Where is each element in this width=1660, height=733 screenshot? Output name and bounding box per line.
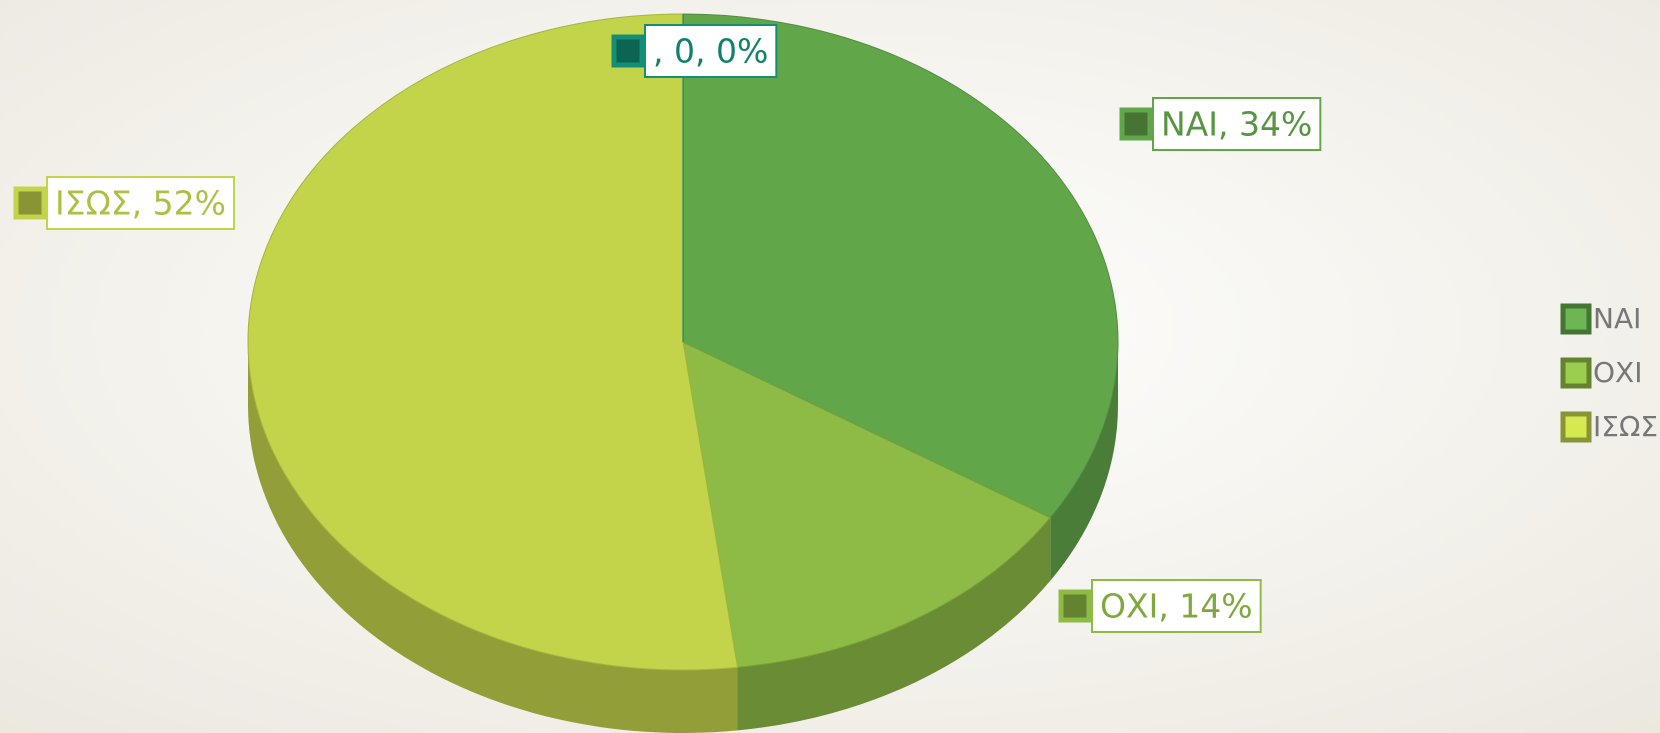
data-labels: ΝΑΙ, 34% ΟΧΙ, 14% ΙΣΩΣ, 52% , 0, 0%	[13, 24, 1322, 633]
label-key	[1058, 589, 1092, 623]
pie-tops	[247, 13, 1119, 671]
label-box	[644, 24, 778, 78]
legend-key	[1560, 357, 1592, 389]
pie-slice	[682, 341, 1052, 668]
legend-label: ΝΑΙ	[1593, 302, 1641, 335]
legend: ΝΑΙ ΟΧΙ ΙΣΩΣ	[1560, 302, 1658, 443]
label-box	[1152, 97, 1322, 151]
pie-side	[248, 342, 738, 733]
label-key	[13, 186, 47, 220]
label-text: ΝΑΙ, 34%	[1161, 105, 1312, 144]
legend-label: ΟΧΙ	[1593, 356, 1642, 389]
label-box	[1091, 579, 1262, 633]
legend-key	[1560, 303, 1592, 335]
label-box	[46, 176, 235, 230]
label-text: ΙΣΩΣ, 52%	[55, 184, 226, 223]
data-label: ΟΧΙ, 14%	[1058, 579, 1262, 633]
pie-side	[1050, 342, 1118, 581]
pie-sides	[248, 342, 1118, 733]
legend-label: ΙΣΩΣ	[1593, 410, 1658, 443]
data-label: ΙΣΩΣ, 52%	[13, 176, 235, 230]
label-key	[1119, 107, 1153, 141]
data-label: ΝΑΙ, 34%	[1119, 97, 1322, 151]
pie-slice	[682, 13, 1119, 519]
legend-key	[1560, 411, 1592, 443]
label-key	[611, 34, 645, 68]
label-text: ΟΧΙ, 14%	[1100, 587, 1253, 626]
data-label: , 0, 0%	[611, 24, 778, 78]
label-text: , 0, 0%	[653, 32, 768, 71]
pie-slice	[247, 13, 739, 671]
pie-side	[737, 517, 1051, 731]
